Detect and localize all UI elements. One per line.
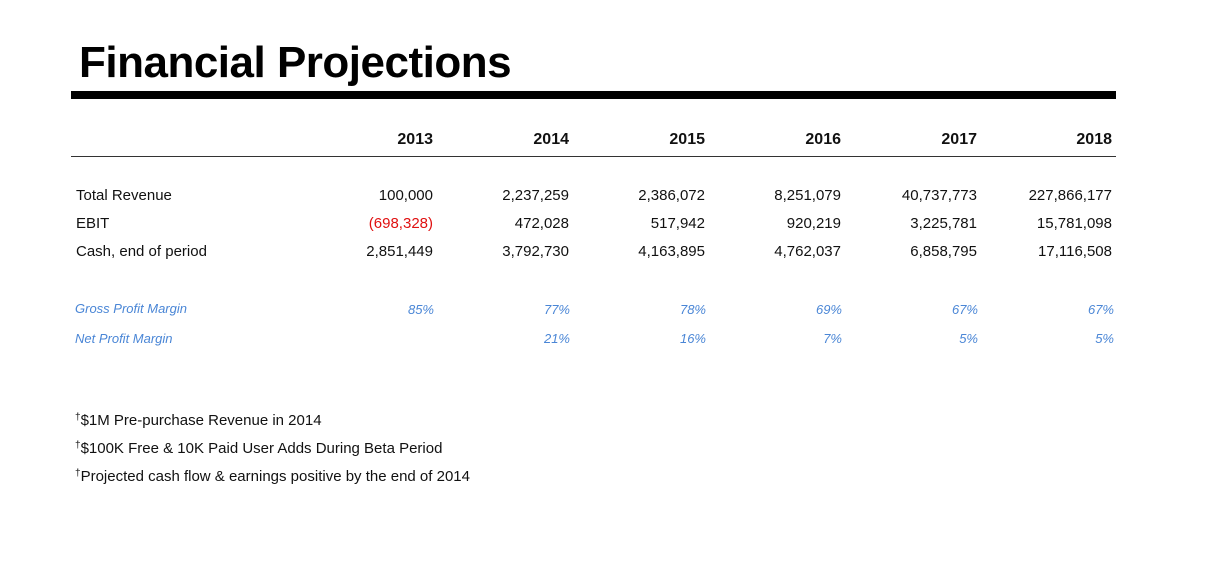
gross-margin-2018: 67% [1087, 302, 1114, 317]
net-margin-2015: 16% [679, 331, 706, 346]
total-revenue-2017: 40,737,773 [901, 187, 977, 204]
total-revenue-2018: 227,866,177 [1028, 187, 1112, 204]
cash-2013: 2,851,449 [366, 243, 433, 260]
total-revenue-2014: 2,237,259 [502, 187, 569, 204]
gross-margin-2014: 77% [543, 302, 570, 317]
ebit-2015: 517,942 [650, 215, 705, 232]
gross-margin-2016: 69% [815, 302, 842, 317]
year-header-2015: 2015 [669, 131, 705, 148]
total-revenue-2015: 2,386,072 [638, 187, 705, 204]
footnote-text: $100K Free & 10K Paid User Adds During B… [80, 440, 443, 457]
net-margin-2018: 5% [1095, 331, 1114, 346]
row-label-ebit: EBIT [76, 215, 110, 232]
ebit-2013: (698,328) [368, 215, 433, 232]
year-header-2017: 2017 [941, 131, 977, 148]
net-margin-2014: 21% [543, 331, 570, 346]
cash-2015: 4,163,895 [638, 243, 705, 260]
footnote-text: Projected cash flow & earnings positive … [80, 468, 470, 485]
ebit-2014: 472,028 [514, 215, 569, 232]
net-margin-2017: 5% [959, 331, 978, 346]
gross-margin-2013: 85% [407, 302, 434, 317]
footnote-1: †$1M Pre-purchase Revenue in 2014 [75, 412, 322, 429]
total-revenue-2013: 100,000 [378, 187, 433, 204]
row-label-gross-profit-margin: Gross Profit Margin [75, 301, 187, 316]
header-divider [71, 156, 1116, 157]
cash-2014: 3,792,730 [502, 243, 569, 260]
row-label-total-revenue: Total Revenue [76, 187, 172, 204]
title-divider [71, 91, 1116, 99]
total-revenue-2016: 8,251,079 [774, 187, 841, 204]
year-header-2013: 2013 [397, 131, 433, 148]
footnote-3: †Projected cash flow & earnings positive… [75, 468, 470, 485]
dagger-marker: † [75, 412, 81, 423]
footnote-text: $1M Pre-purchase Revenue in 2014 [80, 412, 322, 429]
net-margin-2016: 7% [823, 331, 842, 346]
cash-2018: 17,116,508 [1038, 243, 1112, 260]
year-header-2016: 2016 [805, 131, 841, 148]
ebit-2018: 15,781,098 [1036, 215, 1112, 232]
row-label-cash: Cash, end of period [76, 243, 207, 260]
row-label-net-profit-margin: Net Profit Margin [75, 331, 173, 346]
gross-margin-2017: 67% [951, 302, 978, 317]
page-title: Financial Projections [79, 38, 512, 87]
ebit-2017: 3,225,781 [910, 215, 977, 232]
gross-margin-2015: 78% [679, 302, 706, 317]
year-header-2014: 2014 [533, 131, 569, 148]
cash-2017: 6,858,795 [910, 243, 977, 260]
year-header-2018: 2018 [1076, 131, 1112, 148]
cash-2016: 4,762,037 [774, 243, 841, 260]
dagger-marker: † [75, 440, 81, 451]
footnote-2: †$100K Free & 10K Paid User Adds During … [75, 440, 442, 457]
ebit-2016: 920,219 [786, 215, 841, 232]
dagger-marker: † [75, 468, 81, 479]
